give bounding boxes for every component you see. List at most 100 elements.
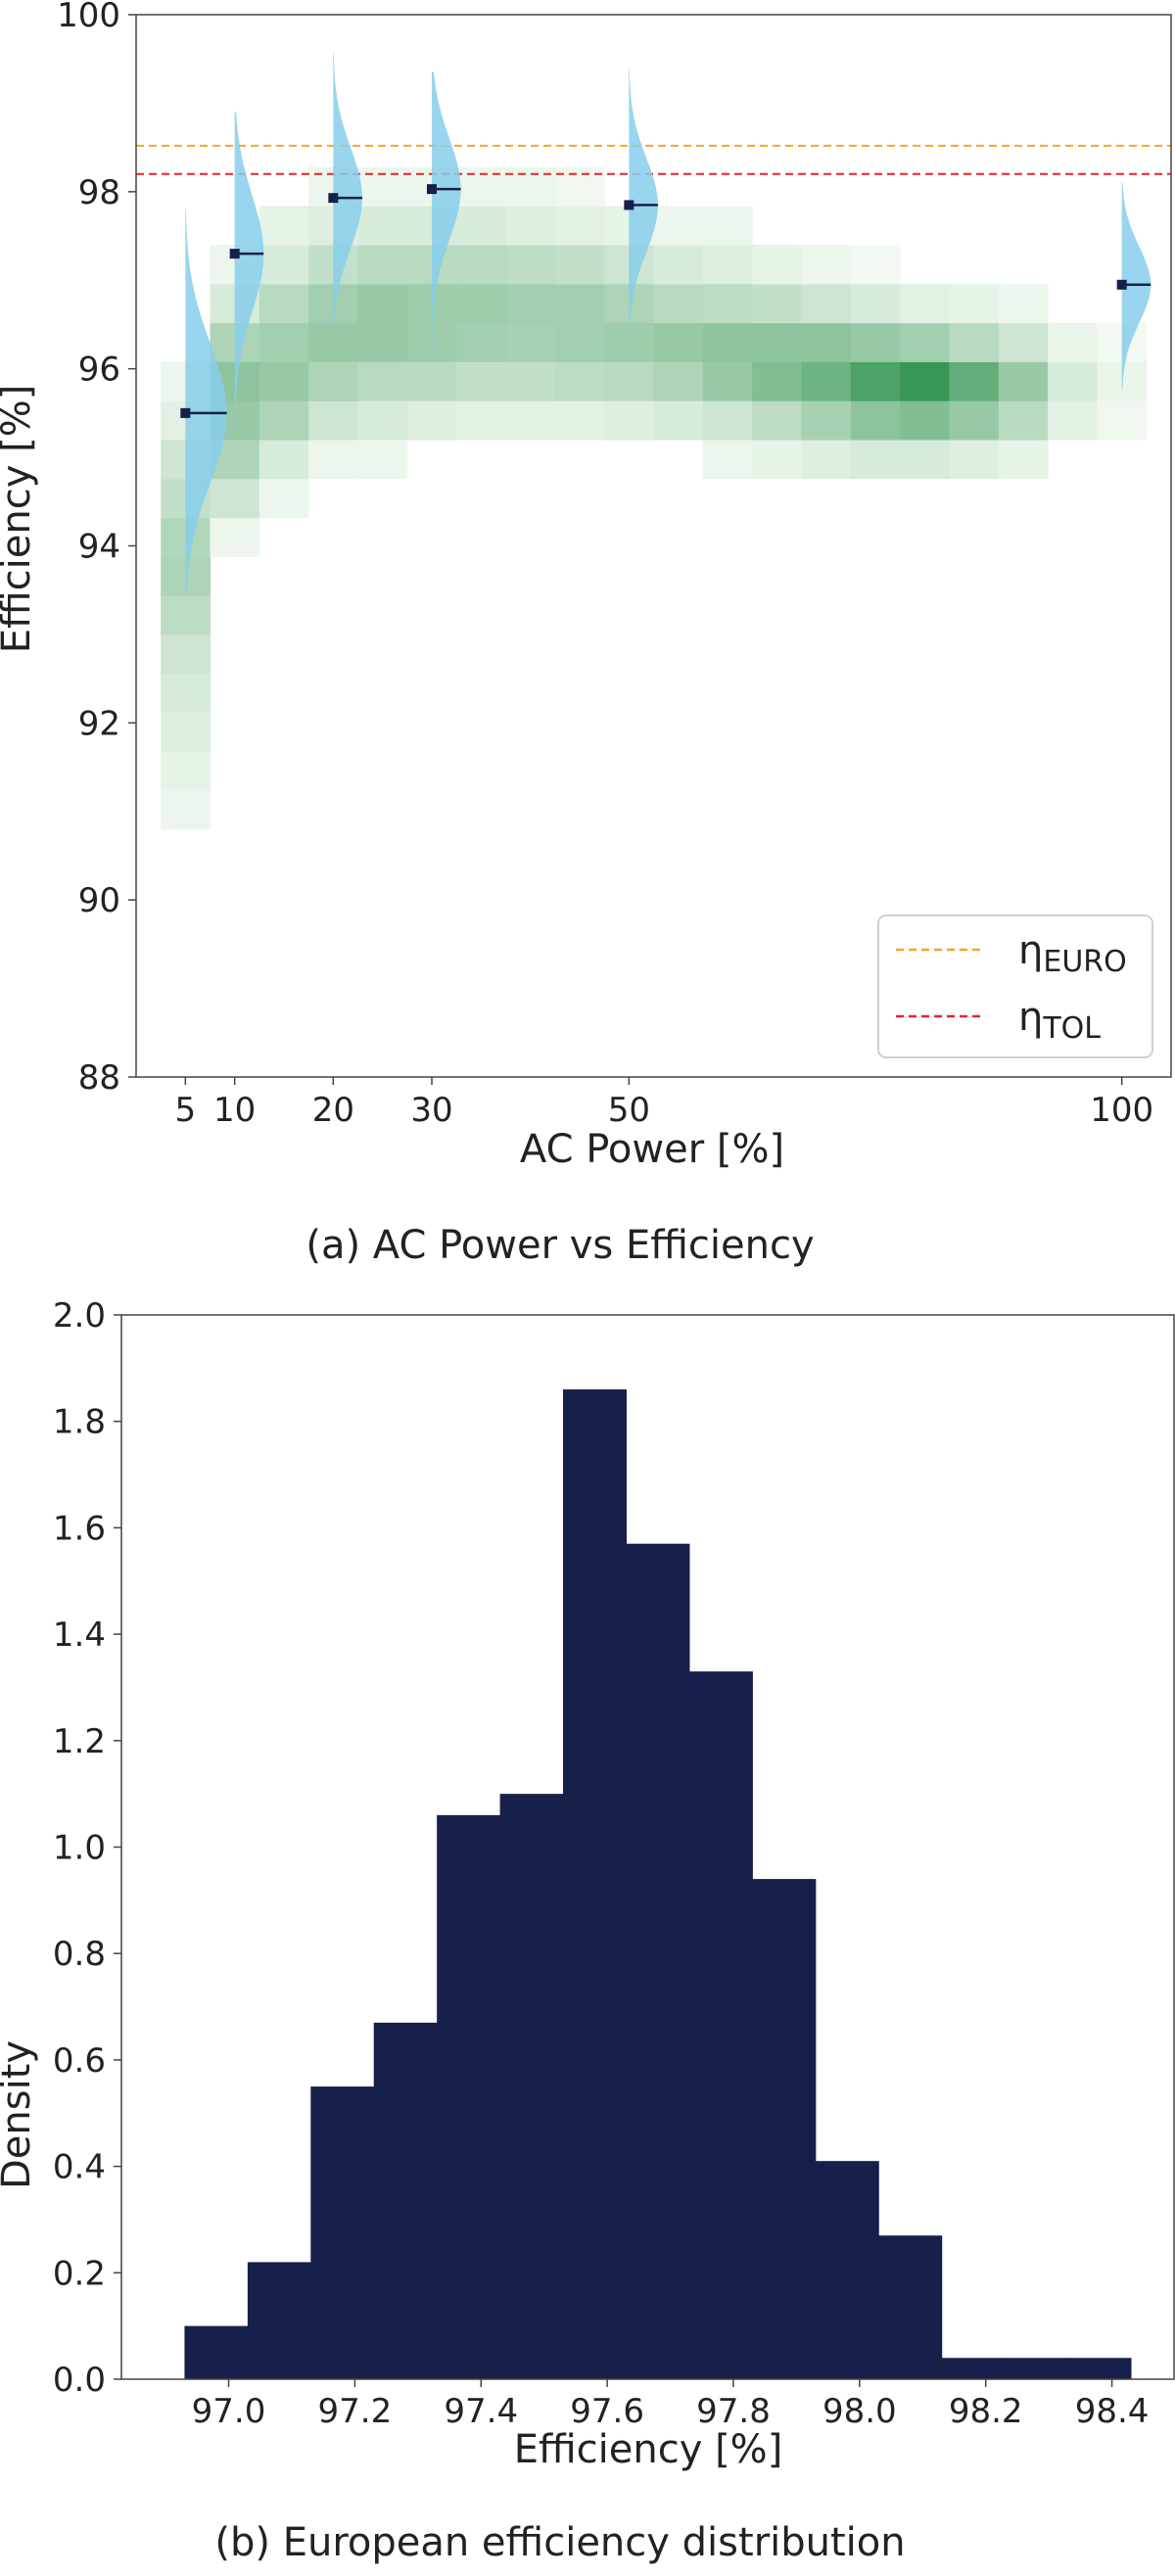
heatmap-cell <box>653 283 704 324</box>
heatmap-cell <box>653 245 704 285</box>
heatmap-cell <box>456 166 506 207</box>
efficiency-vs-power-chart: 88 90 92 94 96 98 100 5 10 20 30 50 100 AC Power [%… <box>0 0 1172 1268</box>
violin-median-marker <box>229 249 240 259</box>
heatmap-cell <box>554 166 605 207</box>
legend-tol-sub: TOL <box>1042 1011 1101 1046</box>
x-tick-label: 100 <box>1090 1091 1153 1130</box>
x-axis-ticks: 5 10 20 30 50 100 <box>175 1077 1153 1130</box>
heatmap-cell <box>554 322 605 362</box>
heatmap-cell <box>554 206 605 246</box>
heatmap-cell <box>258 283 309 324</box>
heatmap-cell <box>604 361 654 401</box>
heatmap-cell <box>702 440 753 480</box>
reference-lines <box>136 144 1171 175</box>
heatmap-cell <box>357 440 408 480</box>
heatmap-cell <box>258 478 309 519</box>
heatmap-cell <box>258 400 309 441</box>
histogram-bar <box>1067 2358 1132 2379</box>
x-tick-label: 97.6 <box>570 2392 644 2431</box>
heatmap-cell <box>554 283 605 324</box>
heatmap-cell <box>949 440 1000 480</box>
heatmap-cell <box>505 361 556 401</box>
heatmap-cell <box>258 361 309 401</box>
y-tick-label: 0.2 <box>53 2254 106 2293</box>
heatmap-cell <box>850 440 901 480</box>
y-tick-label: 0.8 <box>53 1935 106 1974</box>
heatmap-cell <box>456 245 506 285</box>
heatmap-cell <box>456 322 506 362</box>
heatmap-cell <box>308 400 358 441</box>
heatmap-cell <box>308 361 358 401</box>
histogram-bar <box>941 2358 1006 2379</box>
heatmap-cell <box>161 595 211 635</box>
histogram-bar <box>688 1671 753 2379</box>
heatmap-cell <box>850 283 901 324</box>
heatmap-cell <box>850 322 901 362</box>
y-tick-label: 94 <box>78 528 120 567</box>
heatmap-cell <box>456 206 506 246</box>
heatmap-cell <box>554 361 605 401</box>
heatmap-cell <box>258 440 309 480</box>
heatmap-cell <box>357 245 408 285</box>
y-tick-label: 100 <box>57 0 120 35</box>
heatmap-cell <box>702 206 753 246</box>
heatmap-cell <box>161 712 211 752</box>
heatmap-cell <box>998 440 1049 480</box>
heatmap-cell <box>258 322 309 362</box>
heatmap-cell <box>308 440 358 480</box>
heatmap-cell <box>801 440 852 480</box>
heatmap-cell <box>998 322 1049 362</box>
violin-median-marker <box>624 200 634 211</box>
y-tick-label: 1.4 <box>53 1616 106 1655</box>
heatmap-cell <box>357 283 408 324</box>
violin-shape <box>333 50 362 325</box>
heatmap-cell <box>900 361 950 401</box>
heatmap-cell <box>653 400 704 441</box>
heatmap-cell <box>900 440 950 480</box>
heatmap-cell <box>850 361 901 401</box>
heatmap-cell <box>258 245 309 285</box>
y-tick-label: 90 <box>78 881 120 920</box>
violin-plots <box>180 50 1152 590</box>
x-tick-label: 97.8 <box>696 2392 771 2431</box>
histogram-bar <box>437 1814 501 2379</box>
y-tick-label: 0.6 <box>53 2041 106 2081</box>
histogram-bar <box>878 2235 943 2379</box>
histogram-bar <box>310 2086 375 2379</box>
heatmap-cell <box>505 283 556 324</box>
y-tick-label: 2.0 <box>53 1296 106 1335</box>
legend: ηEURO ηTOL <box>877 914 1153 1058</box>
x-tick-label: 5 <box>175 1091 197 1130</box>
heatmap-cell <box>604 400 654 441</box>
heatmap-cell <box>702 245 753 285</box>
histogram-bar <box>815 2161 879 2379</box>
x-axis-ticks: 97.0 97.2 97.4 97.6 97.8 98.0 98.2 98.4 <box>192 2379 1149 2431</box>
heatmap-cell <box>900 322 950 362</box>
caption-a: (a) AC Power vs Efficiency <box>306 1223 814 1268</box>
x-tick-label: 10 <box>213 1091 256 1130</box>
heatmap-cell <box>210 478 260 519</box>
heatmap-cell <box>357 400 408 441</box>
heatmap-cell <box>850 245 901 285</box>
histogram-bar <box>184 2325 249 2379</box>
x-tick-label: 50 <box>608 1091 650 1130</box>
heatmap-cell <box>949 322 1000 362</box>
histogram-bar <box>1005 2358 1069 2379</box>
violin-shape <box>432 71 461 351</box>
x-axis-label: Efficiency [%] <box>514 2427 783 2472</box>
heatmap-cell <box>949 361 1000 401</box>
heatmap-cell <box>900 283 950 324</box>
heatmap-cell <box>505 245 556 285</box>
x-tick-label: 30 <box>410 1091 452 1130</box>
y-tick-label: 88 <box>78 1058 120 1098</box>
violin-median-marker <box>1116 279 1127 290</box>
histogram-bars <box>184 1389 1132 2379</box>
histogram-bar <box>626 1543 690 2379</box>
heatmap-cell <box>653 361 704 401</box>
histogram-bar <box>563 1389 628 2379</box>
heatmap-cell <box>702 361 753 401</box>
y-tick-label: 98 <box>78 173 120 212</box>
heatmap-cell <box>653 206 704 246</box>
violin-median-marker <box>180 407 191 418</box>
y-tick-label: 96 <box>78 351 120 390</box>
